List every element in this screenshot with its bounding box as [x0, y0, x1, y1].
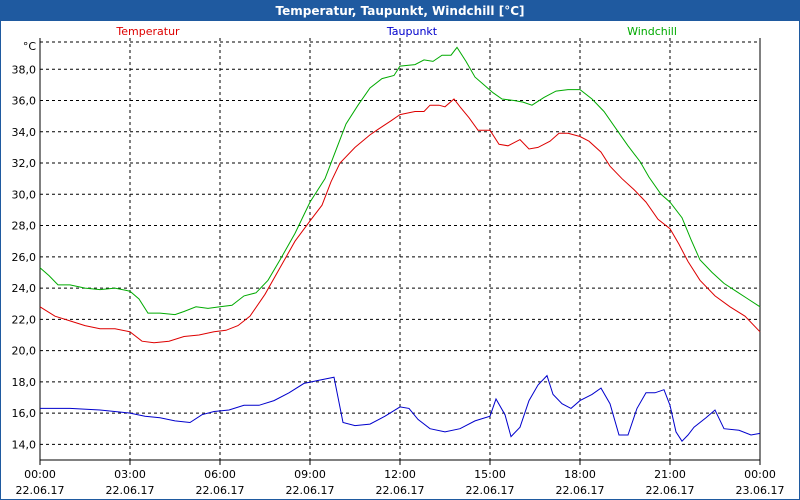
x-tick-time: 03:00	[114, 468, 146, 481]
grid	[40, 38, 760, 460]
legend-taupunkt: Taupunkt	[386, 25, 438, 38]
series-line-taupunkt	[40, 374, 761, 443]
y-tick-label: 22,0	[12, 313, 37, 326]
axes	[39, 38, 761, 465]
y-tick-label: 20,0	[12, 345, 37, 358]
y-tick-label: 24,0	[12, 282, 37, 295]
legend: Temperatur Taupunkt Windchill	[115, 25, 677, 38]
series-line-windchill	[39, 46, 761, 316]
series-line-temperatur	[39, 98, 761, 344]
y-tick-label: 34,0	[12, 126, 37, 139]
y-tick-label: 18,0	[12, 376, 37, 389]
x-tick-date: 22.06.17	[556, 484, 605, 497]
x-tick-time: 21:00	[654, 468, 686, 481]
x-tick-time: 15:00	[474, 468, 506, 481]
x-tick-date: 22.06.17	[196, 484, 245, 497]
axis-labels: 14,0 16,0 18,0 20,0 22,0 24,0 26,0 28,0 30,0 32,0…	[12, 40, 785, 497]
y-tick-label: 26,0	[12, 251, 37, 264]
x-tick-time: 09:00	[294, 468, 326, 481]
x-tick-date: 22.06.17	[466, 484, 515, 497]
x-tick-date: 22.06.17	[376, 484, 425, 497]
y-axis-unit: °C	[23, 40, 37, 53]
legend-temperatur: Temperatur	[115, 25, 180, 38]
x-tick-date: 22.06.17	[286, 484, 335, 497]
x-tick-time: 18:00	[564, 468, 596, 481]
x-tick-time: 06:00	[204, 468, 236, 481]
y-tick-label: 36,0	[12, 95, 37, 108]
x-tick-date: 22.06.17	[106, 484, 155, 497]
y-tick-label: 16,0	[12, 407, 37, 420]
x-tick-date: 22.06.17	[646, 484, 695, 497]
series-lines	[39, 46, 761, 443]
chart-title: Temperatur, Taupunkt, Windchill [°C]	[1, 1, 799, 21]
y-tick-label: 32,0	[12, 157, 37, 170]
legend-windchill: Windchill	[627, 25, 677, 38]
y-tick-label: 28,0	[12, 220, 37, 233]
y-tick-label: 14,0	[12, 438, 37, 451]
y-tick-label: 30,0	[12, 188, 37, 201]
x-tick-time: 00:00	[24, 468, 56, 481]
y-tick-label: 38,0	[12, 63, 37, 76]
x-tick-time: 00:00	[744, 468, 776, 481]
x-tick-date: 23.06.17	[736, 484, 785, 497]
x-tick-time: 12:00	[384, 468, 416, 481]
x-tick-date: 22.06.17	[16, 484, 65, 497]
